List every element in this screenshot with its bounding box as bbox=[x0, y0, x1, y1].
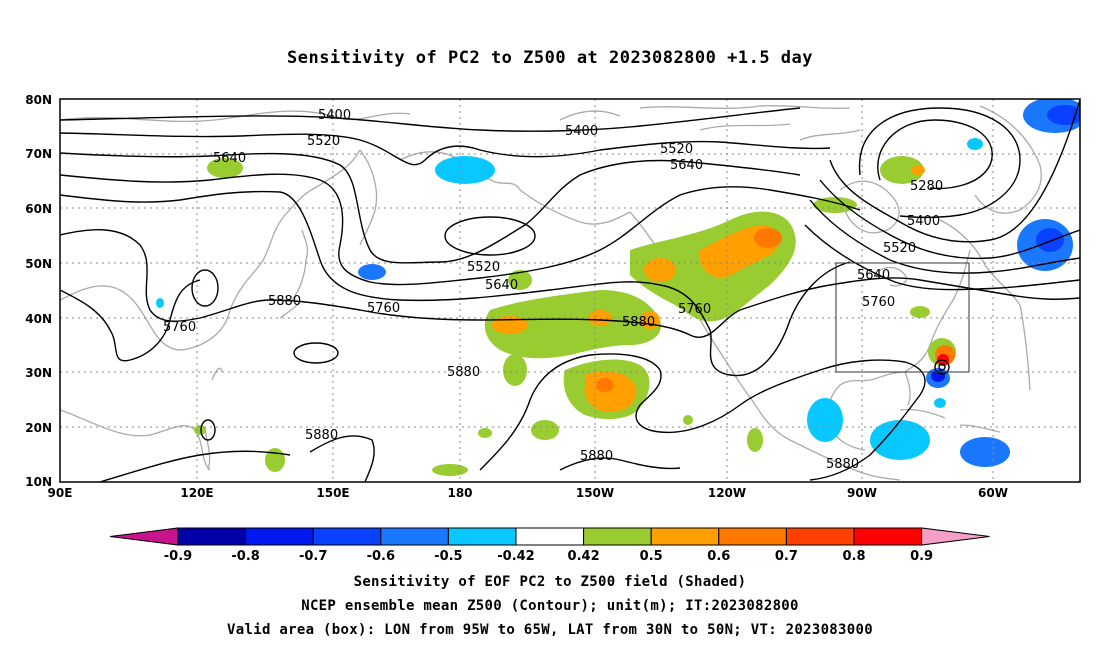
lon-tick-label: 90E bbox=[48, 486, 73, 500]
colorbar-swatch bbox=[447, 527, 517, 546]
colorbar-swatch bbox=[245, 527, 314, 546]
colorbar-label: -0.9 bbox=[164, 549, 192, 564]
contour-label: 5280 bbox=[910, 179, 943, 194]
contour-label: 5640 bbox=[485, 278, 518, 293]
colorbar-label: -0.5 bbox=[434, 549, 462, 564]
contour-label: 5640 bbox=[857, 268, 890, 283]
colorbar-label: -0.7 bbox=[299, 549, 327, 564]
contour-label: 5520 bbox=[883, 241, 916, 256]
contour-label: 5760 bbox=[862, 295, 895, 310]
contour-label: 5880 bbox=[268, 294, 301, 309]
colorbar-high-end bbox=[921, 527, 990, 546]
map-title: Sensitivity of PC2 to Z500 at 2023082800… bbox=[286, 48, 813, 68]
contour-label: 5520 bbox=[660, 142, 693, 157]
colorbar-label: -0.8 bbox=[231, 549, 259, 564]
lat-tick-label: 70N bbox=[25, 147, 52, 161]
lat-tick-label: 60N bbox=[25, 202, 52, 216]
colorbar-label: 0.42 bbox=[568, 549, 600, 564]
lat-tick-label: 20N bbox=[25, 421, 52, 435]
contour-label: 5880 bbox=[622, 315, 655, 330]
lon-tick-label: 120W bbox=[708, 486, 746, 500]
lat-tick-label: 30N bbox=[25, 366, 52, 380]
lon-axis: 90E 120E 150E 180 150W 120W 90W 60W bbox=[48, 486, 1008, 500]
colorbar-label: 0.6 bbox=[707, 549, 730, 564]
caption-line-2: NCEP ensemble mean Z500 (Contour); unit(… bbox=[301, 598, 799, 614]
contour-label: 5760 bbox=[367, 301, 400, 316]
contour-label: 5520 bbox=[467, 260, 500, 275]
contour-label: 5760 bbox=[678, 302, 711, 317]
contour-label: 5760 bbox=[163, 320, 196, 335]
colorbar-label: 0.7 bbox=[775, 549, 798, 564]
colorbar-label: -0.6 bbox=[367, 549, 395, 564]
contour-label: 5880 bbox=[305, 428, 338, 443]
caption-line-3: Valid area (box): LON from 95W to 65W, L… bbox=[227, 622, 873, 638]
colorbar-swatch bbox=[718, 527, 787, 546]
contour-label: 5880 bbox=[580, 449, 613, 464]
lon-tick-label: 180 bbox=[447, 486, 472, 500]
contour-label: 5880 bbox=[447, 365, 480, 380]
z500-contours bbox=[60, 99, 1080, 482]
valid-area-box bbox=[835, 262, 970, 373]
colorbar-label: 0.5 bbox=[640, 549, 663, 564]
colorbar-swatch bbox=[312, 527, 382, 546]
lon-tick-label: 90W bbox=[847, 486, 877, 500]
lat-tick-label: 80N bbox=[25, 93, 52, 107]
colorbar-swatch bbox=[650, 527, 720, 546]
lon-tick-label: 120E bbox=[180, 486, 213, 500]
contour-label: 5520 bbox=[307, 134, 340, 149]
colorbar-swatch bbox=[785, 527, 855, 546]
colorbar-swatch bbox=[853, 527, 923, 546]
lat-tick-label: 40N bbox=[25, 312, 52, 326]
map-grid bbox=[60, 99, 1080, 482]
colorbar-swatch bbox=[380, 527, 449, 546]
colorbar-label: -0.42 bbox=[497, 549, 534, 564]
contour-labels: 5400 5400 5520 5520 5520 5640 5640 5640 … bbox=[163, 108, 943, 472]
map-frame bbox=[59, 98, 1081, 483]
lat-axis: 80N 70N 60N 50N 40N 30N 20N 10N bbox=[25, 93, 52, 489]
contour-label: 5640 bbox=[213, 151, 246, 166]
lat-tick-label: 50N bbox=[25, 257, 52, 271]
colorbar-swatch bbox=[515, 527, 585, 546]
lon-tick-label: 150E bbox=[316, 486, 349, 500]
caption-line-1: Sensitivity of EOF PC2 to Z500 field (Sh… bbox=[353, 574, 747, 590]
contour-label: 5400 bbox=[907, 214, 940, 229]
lon-tick-label: 150W bbox=[576, 486, 614, 500]
contour-label: 5640 bbox=[670, 158, 703, 173]
colorbar-swatch bbox=[583, 527, 652, 546]
lat-tick-label: 10N bbox=[25, 475, 52, 489]
colorbar-label: 0.9 bbox=[910, 549, 933, 564]
lon-tick-label: 60W bbox=[978, 486, 1008, 500]
colorbar-swatch bbox=[177, 527, 247, 546]
colorbar: -0.9 -0.8 -0.7 -0.6 -0.5 -0.42 0.42 0.5 0.6 0.7 0.… bbox=[109, 527, 990, 564]
contour-label: 5400 bbox=[318, 108, 351, 123]
contour-label: 5400 bbox=[565, 124, 598, 139]
contour-label: 5880 bbox=[826, 457, 859, 472]
colorbar-low-end bbox=[109, 527, 179, 546]
colorbar-label: 0.8 bbox=[842, 549, 865, 564]
